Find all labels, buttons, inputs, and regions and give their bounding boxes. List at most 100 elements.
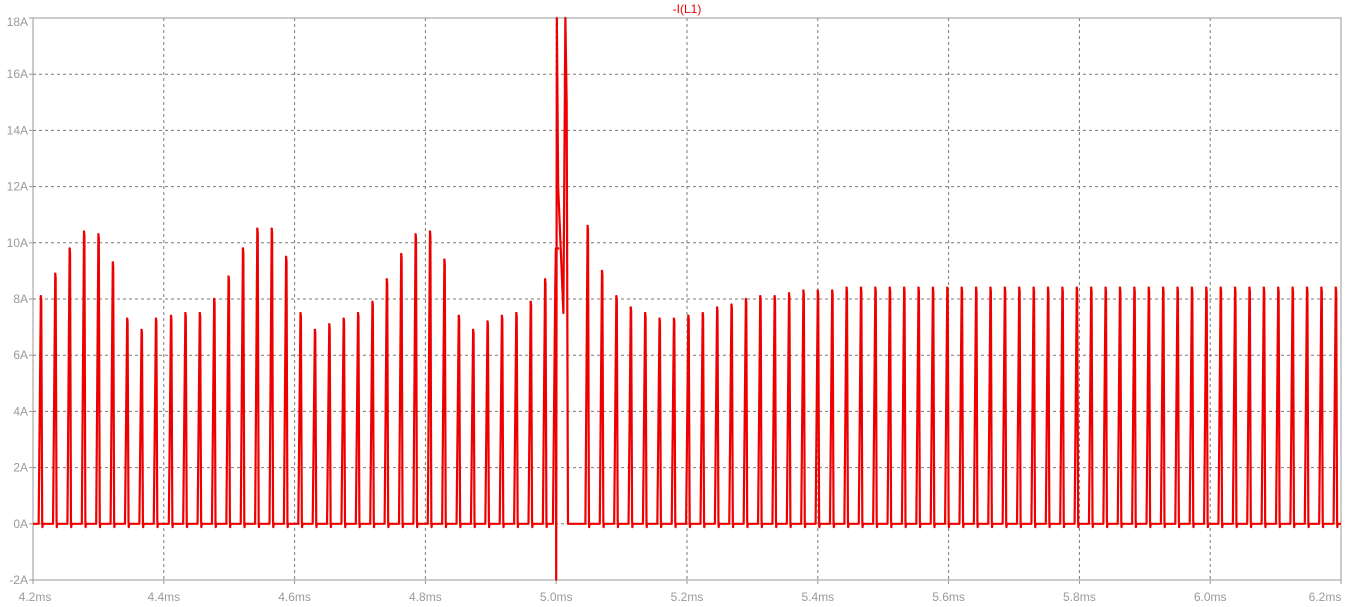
y-tick-label: 10A (7, 236, 28, 250)
peak-point (672, 317, 676, 320)
peak-point (169, 314, 173, 318)
peak-point (184, 311, 187, 315)
peak-point (1219, 286, 1222, 289)
peak-point (658, 317, 661, 320)
peak-point (227, 275, 230, 278)
peak-point (874, 286, 877, 289)
x-tick-label: 4.4ms (147, 590, 180, 604)
peak-point (1190, 286, 1194, 289)
y-tick-label: 12A (7, 180, 28, 194)
peak-point (687, 314, 690, 318)
peak-point (97, 233, 100, 236)
y-tick-labels: -2A 0A 2A 4A 6A 8A 10A 12A 14A 16A 18A (7, 15, 33, 587)
peak-point (486, 320, 489, 323)
peak-point (154, 317, 158, 320)
peak-point (1089, 286, 1093, 289)
peak-point (1046, 286, 1050, 289)
peak-point (1018, 286, 1021, 289)
peak-point (125, 317, 129, 320)
peak-point (802, 289, 805, 292)
series-line (33, 16, 1341, 582)
y-tick-label: 8A (13, 292, 28, 306)
peak-point (759, 294, 762, 298)
peak-point (529, 300, 532, 304)
peak-point (500, 314, 504, 318)
peak-point (342, 317, 345, 320)
peak-point (974, 286, 978, 289)
peak-point (615, 294, 618, 298)
peak-point (1104, 286, 1107, 289)
y-tick-label: 16A (7, 67, 28, 81)
peak-point (917, 286, 920, 289)
peak-point (1032, 286, 1035, 289)
peak-point (1133, 286, 1136, 289)
x-tick-label: 5.6ms (932, 590, 965, 604)
peak-point (1075, 286, 1078, 289)
peak-point (543, 278, 547, 281)
peak-point (68, 247, 71, 250)
peak-point (556, 247, 560, 250)
peak-point (1320, 286, 1323, 289)
x-tick-label: 4.6ms (278, 590, 311, 604)
peak-point (730, 303, 733, 306)
peak-point (385, 278, 389, 281)
peak-point (1248, 286, 1251, 289)
peak-point (643, 311, 647, 315)
peak-point (830, 289, 834, 292)
peak-point (1176, 286, 1179, 289)
peak-point (1061, 286, 1064, 289)
x-tick-label: 4.8ms (409, 590, 442, 604)
peak-point (1161, 286, 1165, 289)
peak-point (946, 286, 949, 289)
peak-point (1334, 286, 1337, 289)
x-tick-label: 5.8ms (1063, 590, 1096, 604)
peak-point (356, 311, 360, 315)
peak-point (816, 289, 819, 292)
peak-point (270, 227, 273, 230)
peak-point (701, 311, 704, 315)
x-tick-label: 5.0ms (540, 590, 573, 604)
y-tick-label: 2A (13, 461, 28, 475)
chart-title: -I(L1) (673, 2, 702, 16)
peak-point (629, 306, 632, 309)
peak-point (371, 300, 374, 304)
peak-point (313, 328, 317, 332)
peak-point (845, 286, 848, 289)
y-tick-label: 0A (13, 517, 28, 531)
peak-point (1205, 286, 1208, 289)
peak-point (414, 233, 417, 236)
peak-point (1262, 286, 1266, 289)
y-tick-label: 4A (13, 404, 28, 418)
peak-point (1147, 286, 1150, 289)
peak-point (241, 247, 245, 250)
peak-point (39, 294, 43, 298)
y-tick-label: 14A (7, 123, 28, 137)
peak-point (586, 224, 589, 228)
peak-point (111, 261, 114, 264)
x-tick-label: 6.0ms (1194, 590, 1227, 604)
peak-point (400, 252, 403, 256)
peak-point (457, 314, 460, 318)
peak-point (54, 272, 57, 275)
peak-point (1291, 286, 1294, 289)
peak-point (744, 297, 748, 301)
peak-point (715, 306, 719, 309)
series-i-l1 (33, 16, 1341, 582)
peak-point (1003, 286, 1007, 289)
peak-point (902, 286, 906, 289)
x-tick-label: 5.4ms (801, 590, 834, 604)
peak-point (428, 230, 432, 233)
peak-point (960, 286, 963, 289)
peak-point (471, 328, 475, 332)
peak-point (140, 328, 143, 332)
peak-point (328, 323, 331, 326)
peak-point (600, 269, 604, 273)
y-tick-label: -2A (9, 573, 28, 587)
peak-point (1305, 286, 1309, 289)
peak-point (443, 258, 446, 261)
peak-point (773, 294, 776, 298)
peak-point (787, 292, 791, 295)
peak-point (859, 286, 863, 289)
x-tick-label: 5.2ms (671, 590, 704, 604)
